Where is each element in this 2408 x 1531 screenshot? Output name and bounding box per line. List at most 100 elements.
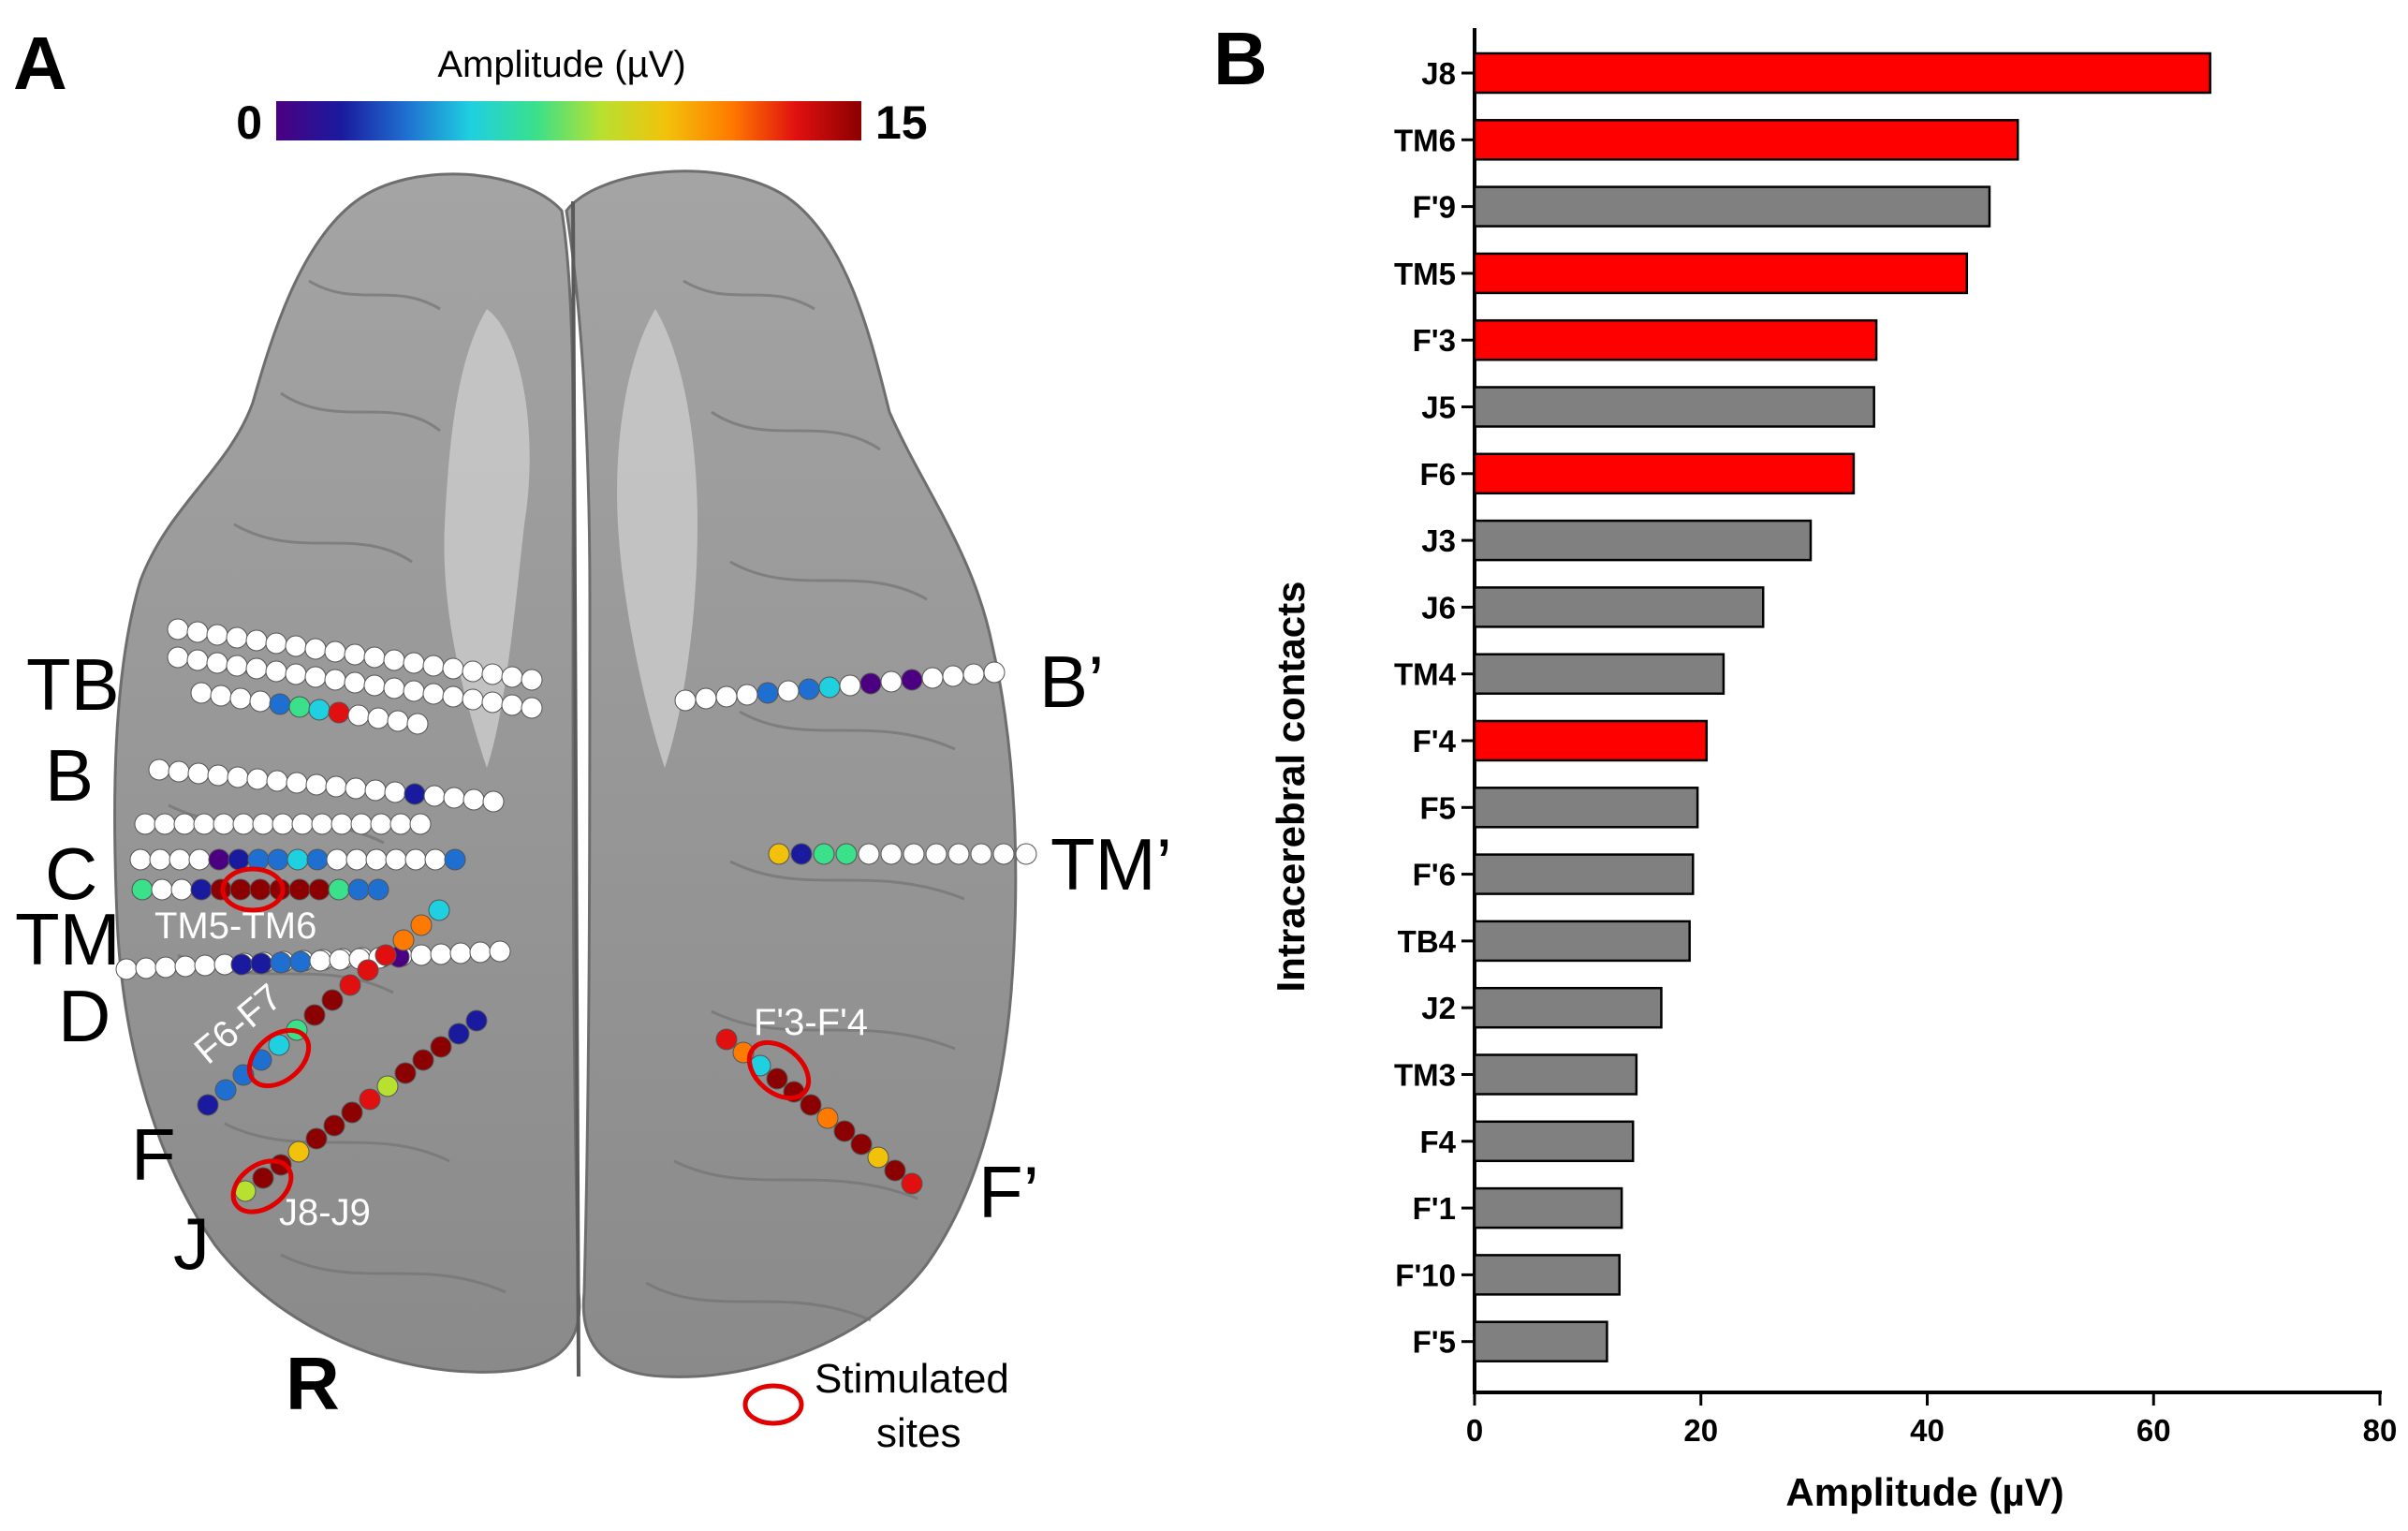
contact-j-14	[465, 1009, 488, 1032]
contact-tb-11	[387, 710, 409, 732]
brain-top-view	[113, 169, 1018, 1378]
contact-b-prime-1	[674, 689, 697, 712]
contact-d-row-4	[174, 955, 197, 978]
contact-c-12	[345, 848, 368, 871]
panel-b: B J8 TM6 F'9 TM5 F'3 J5 F6 J3 J6 TM4 F'4 F5 F'6 TB4 J2…	[1213, 17, 2397, 1514]
contact-b-prime-9	[839, 674, 861, 697]
bar-f-prime10	[1473, 1254, 1621, 1296]
contact-tm-prime-6	[880, 843, 903, 865]
contact-j-9	[376, 1075, 399, 1097]
contact-tb-row2-16	[462, 688, 484, 711]
contact-c-2	[149, 848, 171, 871]
panel-a: A Amplitude (µV) 0 15	[13, 22, 1172, 1456]
contact-c-upper-14	[389, 813, 412, 835]
contact-f-prime-8	[833, 1120, 856, 1142]
contact-c-upper-7	[252, 813, 274, 835]
contact-f-prime-9	[850, 1133, 873, 1156]
contact-tb-row2-5	[245, 657, 268, 680]
contact-tb-row2-10	[344, 671, 366, 694]
contact-j-5	[305, 1127, 328, 1150]
contact-d-row-20	[489, 940, 511, 963]
contact-tb-row2-3	[206, 652, 228, 674]
contact-tb-row2-15	[442, 685, 464, 708]
contact-b-13	[384, 781, 406, 803]
contact-c-1	[129, 848, 152, 871]
contact-tb-3	[229, 687, 252, 710]
contact-c-17	[444, 848, 466, 871]
bar-j6	[1473, 586, 1765, 628]
contact-b-prime-5	[756, 682, 779, 704]
contact-b-prime-7	[798, 678, 820, 700]
left-hemisphere	[565, 169, 1018, 1378]
contact-tb-row1-7	[285, 635, 307, 657]
ventricle-left	[617, 309, 697, 768]
x-tick-label: 80	[2363, 1413, 2398, 1448]
contact-f-8	[321, 989, 344, 1011]
contact-b-prime-6	[777, 680, 800, 702]
contact-f-12	[392, 929, 415, 951]
contact-d-3	[270, 951, 292, 974]
stim-label-j8-j9: J8-J9	[279, 1192, 371, 1233]
contact-tb-row1-3	[206, 624, 228, 646]
y-tick-label: F'10	[1395, 1258, 1456, 1292]
contact-tm-prime-5	[858, 843, 880, 865]
bar-f6	[1473, 452, 1856, 495]
contact-b-6	[246, 768, 269, 790]
contact-d-row-5	[194, 954, 216, 977]
contact-tb-row1-19	[521, 669, 543, 691]
bar-f5	[1473, 787, 1699, 829]
x-tick-label: 40	[1910, 1413, 1945, 1448]
contact-c-upper-10	[311, 813, 333, 835]
electrode-name-f-prime: F’	[978, 1151, 1039, 1233]
y-tick-label: F4	[1419, 1125, 1456, 1159]
contact-b-prime-13	[921, 667, 944, 689]
contact-tb-row1-17	[481, 663, 504, 685]
interhemispheric-fissure	[571, 200, 580, 1377]
contact-tm-6	[229, 878, 252, 901]
contact-tb-row2-2	[186, 649, 209, 671]
contact-tb-4	[249, 690, 272, 713]
bar-tm6	[1473, 119, 2019, 161]
contact-tb-row1-2	[186, 621, 209, 643]
y-tick-label: F5	[1419, 790, 1456, 825]
contact-tm-prime-7	[903, 843, 925, 865]
contact-b-10	[325, 775, 347, 798]
contact-c-13	[365, 848, 388, 871]
contact-b-11	[345, 777, 367, 800]
contact-tb-row1-15	[442, 657, 464, 680]
bar-j2	[1473, 986, 1663, 1029]
bar-f-prime3	[1473, 318, 1878, 361]
electrode-name-c: C	[45, 832, 97, 915]
contact-f-1	[197, 1094, 219, 1116]
contact-tb-7	[308, 699, 330, 721]
contact-j-13	[448, 1023, 470, 1045]
contact-tm-1	[131, 878, 154, 901]
electrode-name-j: J	[173, 1202, 210, 1285]
contact-j-12	[430, 1036, 452, 1058]
stimulated-site-rings	[220, 866, 812, 1214]
amplitude-colorbar: Amplitude (µV) 0 15	[236, 44, 927, 149]
contact-b-18	[482, 790, 505, 813]
contact-tm-prime-12	[1015, 843, 1037, 865]
electrode-name-tb: TB	[26, 643, 120, 726]
legend-ring-icon	[742, 1383, 804, 1426]
contact-b-prime-10	[859, 672, 882, 695]
contact-f-2	[214, 1079, 237, 1101]
x-tick-label: 0	[1466, 1413, 1483, 1448]
contact-tb-6	[288, 696, 311, 718]
contact-tb-row1-4	[226, 626, 248, 649]
contact-tb-row2-7	[285, 663, 307, 685]
contact-tb-1	[190, 682, 213, 704]
contact-c-upper-2	[154, 813, 176, 835]
y-axis-title: Intracerebral contacts	[1269, 581, 1313, 993]
y-tick-label: J5	[1421, 390, 1456, 425]
contact-b-prime-16	[983, 661, 1006, 684]
contact-c-upper-12	[350, 813, 373, 835]
x-axis-title: Amplitude (µV)	[1785, 1470, 2063, 1514]
contact-c-upper-11	[330, 813, 353, 835]
bar-f-prime4	[1473, 719, 1709, 762]
contact-f-prime-10	[867, 1146, 889, 1169]
contact-c-3	[169, 848, 191, 871]
contact-f-9	[339, 974, 361, 996]
bar-j8	[1473, 52, 2211, 95]
